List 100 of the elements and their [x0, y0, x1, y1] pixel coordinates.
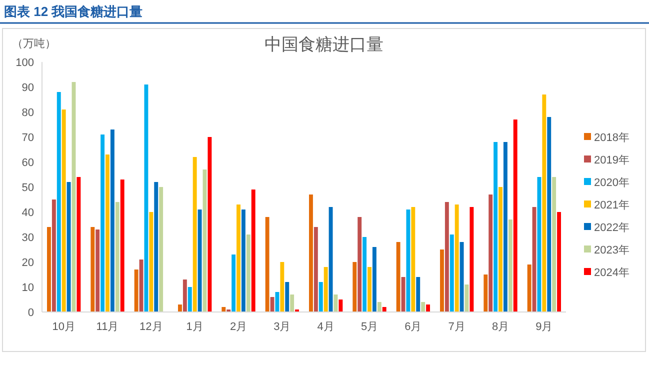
- bar: [508, 220, 512, 312]
- bar: [192, 157, 197, 312]
- bar: [318, 282, 323, 312]
- x-tick-label: 10月: [52, 321, 76, 333]
- bar: [454, 204, 459, 312]
- x-tick-label: 5月: [360, 321, 378, 333]
- legend-label: 2024年: [594, 267, 630, 279]
- bar: [513, 120, 518, 312]
- bar: [382, 307, 386, 312]
- y-tick-label: 0: [28, 307, 34, 319]
- bar: [62, 110, 66, 312]
- bar: [396, 242, 400, 312]
- bar: [406, 210, 410, 312]
- bar: [377, 302, 382, 312]
- y-tick-label: 20: [22, 257, 34, 269]
- bar: [90, 227, 95, 312]
- bar: [52, 200, 56, 312]
- x-tick-label: 7月: [448, 321, 466, 333]
- bar: [198, 210, 202, 312]
- bar: [372, 247, 376, 312]
- bar: [56, 92, 61, 312]
- bar: [106, 154, 110, 312]
- bar: [488, 194, 493, 312]
- bar: [149, 212, 154, 312]
- bar: [115, 202, 120, 312]
- bar: [426, 304, 430, 312]
- bar: [503, 142, 508, 312]
- y-tick-label: 60: [22, 157, 34, 169]
- bar: [47, 227, 51, 312]
- bar: [352, 262, 357, 312]
- bar: [188, 287, 192, 312]
- bar: [547, 117, 552, 312]
- bar: [285, 282, 290, 312]
- bar: [470, 207, 474, 312]
- y-tick-label: 100: [16, 57, 34, 69]
- bar: [324, 267, 328, 312]
- x-tick-label: 1月: [186, 321, 204, 333]
- bar: [484, 274, 488, 312]
- bar: [552, 177, 556, 312]
- bar: [66, 182, 71, 312]
- legend-label: 2019年: [594, 154, 630, 166]
- x-tick-label: 12月: [140, 321, 163, 333]
- bar: [328, 207, 333, 312]
- x-tick-label: 11月: [96, 321, 119, 333]
- y-tick-label: 40: [22, 207, 34, 219]
- bar: [557, 212, 561, 312]
- bar: [280, 262, 284, 312]
- y-tick-label: 80: [22, 107, 34, 119]
- y-tick-label: 10: [22, 282, 34, 294]
- bar: [236, 204, 240, 312]
- x-tick-label: 8月: [492, 321, 510, 333]
- bar: [494, 142, 498, 312]
- bar: [246, 234, 250, 312]
- bar: [251, 190, 256, 312]
- bar: [275, 292, 280, 312]
- bar: [498, 187, 502, 312]
- bar: [154, 182, 158, 312]
- bar: [309, 194, 313, 312]
- legend-label: 2022年: [594, 222, 630, 234]
- bar: [232, 254, 236, 312]
- bar: [208, 137, 212, 312]
- bar: [182, 280, 187, 312]
- bar: [76, 177, 81, 312]
- x-tick-label: 6月: [404, 321, 422, 333]
- x-tick-label: 9月: [536, 321, 553, 333]
- bar: [120, 180, 124, 312]
- bar: [96, 230, 100, 312]
- bar: [444, 202, 449, 312]
- legend-label: 2023年: [594, 244, 630, 256]
- x-tick-label: 3月: [274, 321, 291, 333]
- y-tick-label: 70: [22, 132, 34, 144]
- bar: [134, 270, 138, 312]
- bar: [440, 250, 444, 312]
- bar: [527, 264, 532, 312]
- bar: [542, 94, 546, 312]
- bar: [338, 300, 343, 312]
- chart-title: 中国食糖进口量: [264, 35, 384, 54]
- x-tick-label: 4月: [317, 321, 334, 333]
- bar: [222, 307, 226, 312]
- legend-label: 2018年: [594, 132, 630, 144]
- bar: [110, 130, 114, 312]
- y-axis-title: （万吨）: [12, 37, 56, 50]
- legend-label: 2020年: [594, 177, 630, 189]
- bar: [100, 134, 105, 312]
- bar: [537, 177, 542, 312]
- bar: [416, 277, 420, 312]
- bar: [290, 294, 294, 312]
- bar: [362, 237, 367, 312]
- x-tick-label: 2月: [230, 321, 248, 333]
- bar: [421, 302, 426, 312]
- bar: [411, 207, 416, 312]
- bar: [144, 84, 148, 312]
- bar: [159, 187, 164, 312]
- legend-label: 2021年: [594, 200, 630, 212]
- bar: [314, 227, 318, 312]
- bar: [460, 242, 464, 312]
- text: 图表 12 我国食糖进口量: [4, 4, 143, 19]
- bar: [368, 267, 372, 312]
- bar: [265, 217, 270, 312]
- bar: [450, 234, 454, 312]
